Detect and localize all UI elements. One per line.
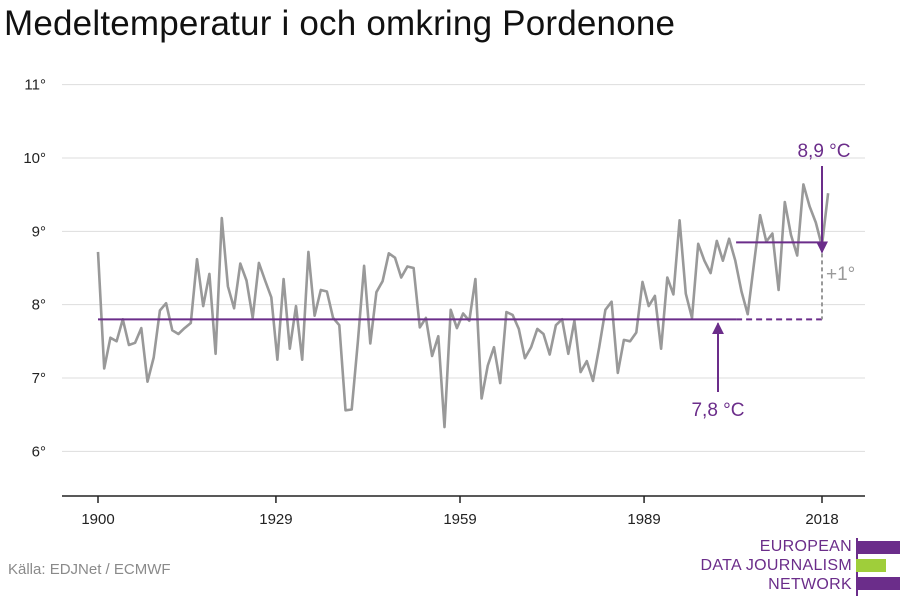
edjnet-logo: EUROPEAN DATA JOURNALISM NETWORK xyxy=(700,530,900,600)
y-tick-label-9: 9° xyxy=(32,223,46,240)
y-tick-label-8: 8° xyxy=(32,297,46,314)
annotations: +1° 7,8 °C 8,9 °C xyxy=(98,141,855,421)
difference-label: +1° xyxy=(826,264,855,285)
logo-bar-green xyxy=(856,559,886,572)
x-tick-label-1929: 1929 xyxy=(259,511,292,528)
chart-title: Medeltemperatur i och omkring Pordenone xyxy=(4,4,676,43)
logo-line-3: NETWORK xyxy=(768,576,852,593)
y-axis-ticks: 6° 7° 8° 9° 10° 11° xyxy=(23,77,46,461)
x-tick-label-1989: 1989 xyxy=(627,511,660,528)
logo-line-2: DATA JOURNALISM xyxy=(700,557,852,574)
source-note: Källa: EDJNet / ECMWF xyxy=(8,561,171,578)
y-tick-label-6: 6° xyxy=(32,443,46,460)
y-tick-label-10: 10° xyxy=(23,150,46,167)
x-tick-label-1900: 1900 xyxy=(81,511,114,528)
baseline-label: 7,8 °C xyxy=(691,400,744,421)
x-axis: 1900 1929 1959 1989 2018 xyxy=(62,495,865,528)
series-line-0 xyxy=(96,183,830,429)
logo-bar-purple-2 xyxy=(856,577,900,590)
logo-line-1: EUROPEAN xyxy=(759,538,852,555)
logo-bar-purple-1 xyxy=(856,541,900,554)
y-tick-label-7: 7° xyxy=(32,370,46,387)
x-tick-label-2018: 2018 xyxy=(805,511,838,528)
y-tick-label-11: 11° xyxy=(24,77,46,94)
gridlines xyxy=(62,84,865,452)
recent-label: 8,9 °C xyxy=(797,141,850,162)
series-layer xyxy=(96,183,830,429)
x-tick-label-1959: 1959 xyxy=(443,511,476,528)
